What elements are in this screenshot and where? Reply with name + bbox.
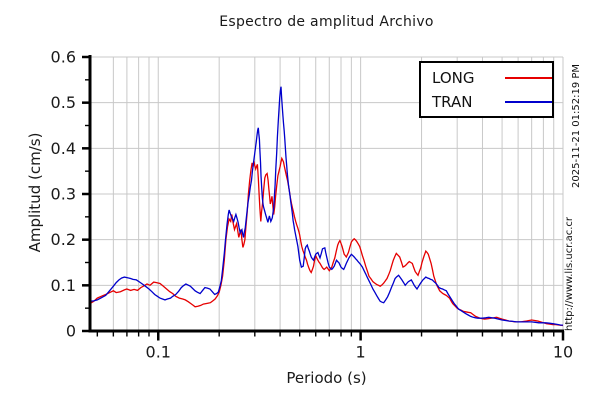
y-tick-label: 0.2 [51,230,76,249]
legend-line-tran-swatch [505,100,552,103]
series-line-TRAN [89,86,563,326]
x-tick-label: 10 [553,343,573,362]
y-tick-label: 0.5 [51,93,76,112]
legend-entry-tran: TRAN [432,92,552,112]
y-tick-label: 0.3 [51,185,76,204]
x-tick-label: 0.1 [146,343,171,362]
series-line-LONG [89,156,564,327]
legend-entry-long: LONG [432,68,552,88]
website-url-text: http://www.lis.ucr.ac.cr [564,217,575,331]
y-tick-label: 0.4 [51,139,76,158]
y-axis-label: Amplitud (cm/s) [26,132,44,253]
y-tick-label: 0 [66,322,76,341]
chart-title: Espectro de amplitud Archivo [219,14,434,30]
timestamp-text: 2025-11-21 01:52:19 PM [571,63,582,188]
x-tick-label: 1 [356,343,366,362]
y-tick-label: 0.6 [51,48,76,67]
x-axis-label: Periodo (s) [286,369,367,387]
legend: LONG TRAN [419,61,554,118]
legend-label-tran: TRAN [432,92,473,111]
y-tick-label: 0.1 [51,276,76,295]
legend-line-long-swatch [505,76,552,79]
legend-label-long: LONG [432,68,475,87]
